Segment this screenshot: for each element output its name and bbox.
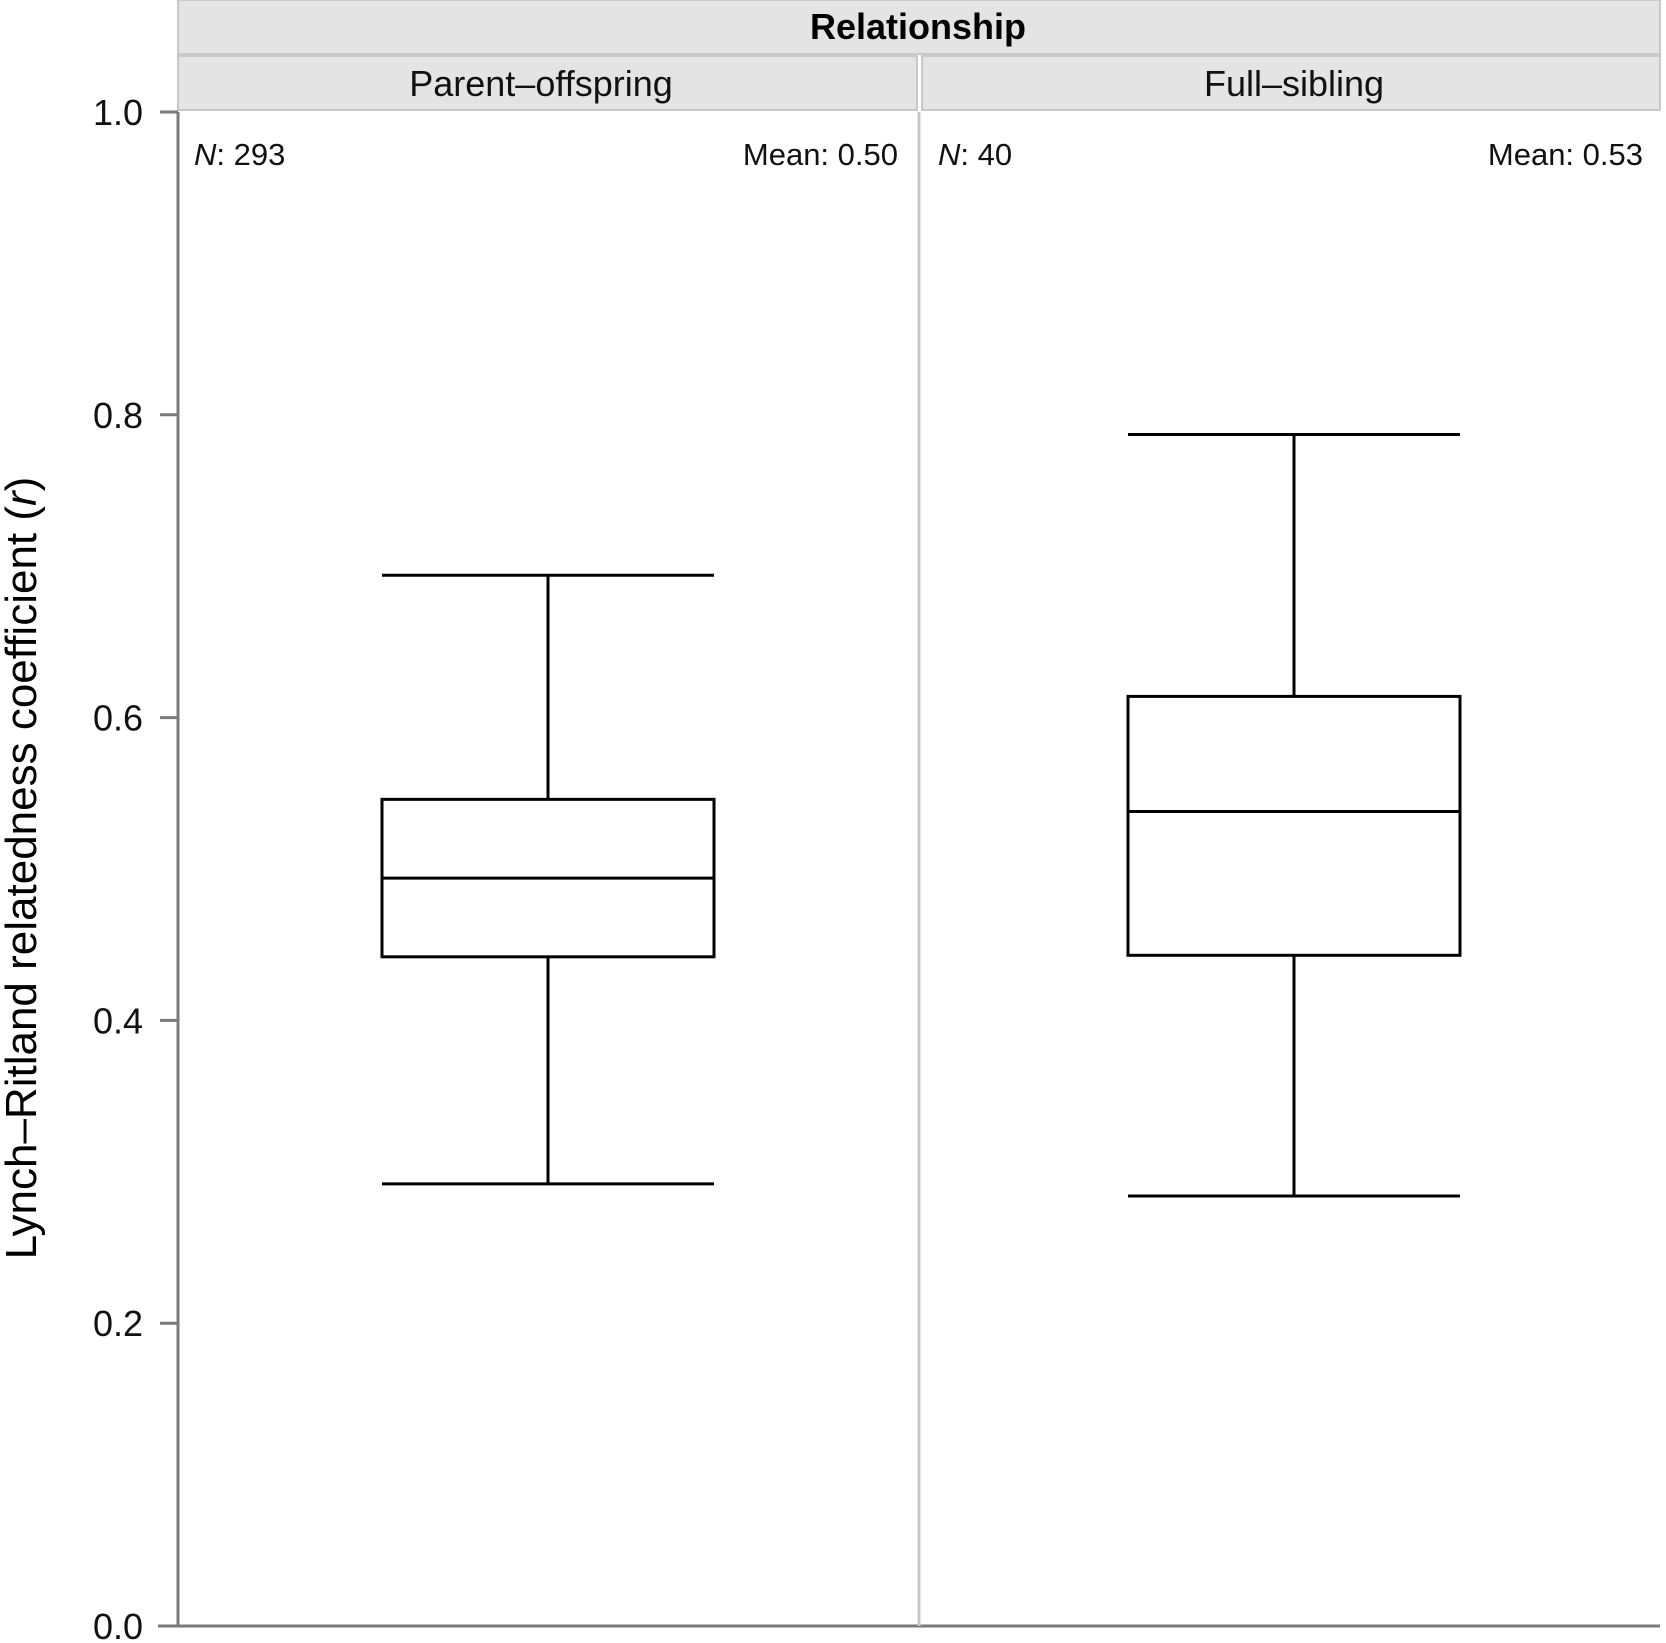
mean-annotation-0: Mean: 0.50 xyxy=(743,137,898,172)
facet-strip xyxy=(177,0,1661,55)
y-tick-label: 0.2 xyxy=(93,1303,143,1344)
panel-strip-1 xyxy=(921,55,1661,111)
boxplots xyxy=(380,432,1462,1198)
n-annotation-0: N: 293 xyxy=(194,137,285,172)
y-axis-title: Lynch–Ritland relatedness coefficient (r… xyxy=(0,477,46,1260)
n-label-1: N xyxy=(938,137,961,172)
n-value-0: : 293 xyxy=(216,137,285,172)
y-axis-title-italic: r xyxy=(0,489,46,506)
y-tick-label: 1.0 xyxy=(93,92,143,133)
y-tick-label: 0.6 xyxy=(93,698,143,739)
panel-title-1: Full–sibling xyxy=(1204,63,1384,104)
boxplot-1 xyxy=(1126,432,1462,1198)
panel-title-0: Parent–offspring xyxy=(409,63,673,104)
y-tick-label: 0.4 xyxy=(93,1000,143,1041)
facet-title: Relationship xyxy=(810,6,1026,47)
n-label-0: N xyxy=(194,137,217,172)
n-annotation-1: N: 40 xyxy=(938,137,1012,172)
n-value-1: : 40 xyxy=(960,137,1012,172)
boxplot-0 xyxy=(380,573,716,1186)
iqr-box xyxy=(1126,694,1462,957)
mean-annotation-1: Mean: 0.53 xyxy=(1488,137,1643,172)
panel-strip-0 xyxy=(177,55,918,111)
y-ticks: 0.0 0.2 0.4 0.6 0.8 1.0 xyxy=(93,92,178,1643)
y-tick-label: 0.0 xyxy=(93,1606,143,1643)
y-tick-label: 0.8 xyxy=(93,395,143,436)
y-axis-title-suffix: ) xyxy=(0,477,46,492)
y-axis-title-main: Lynch–Ritland relatedness coefficient ( xyxy=(0,506,46,1260)
